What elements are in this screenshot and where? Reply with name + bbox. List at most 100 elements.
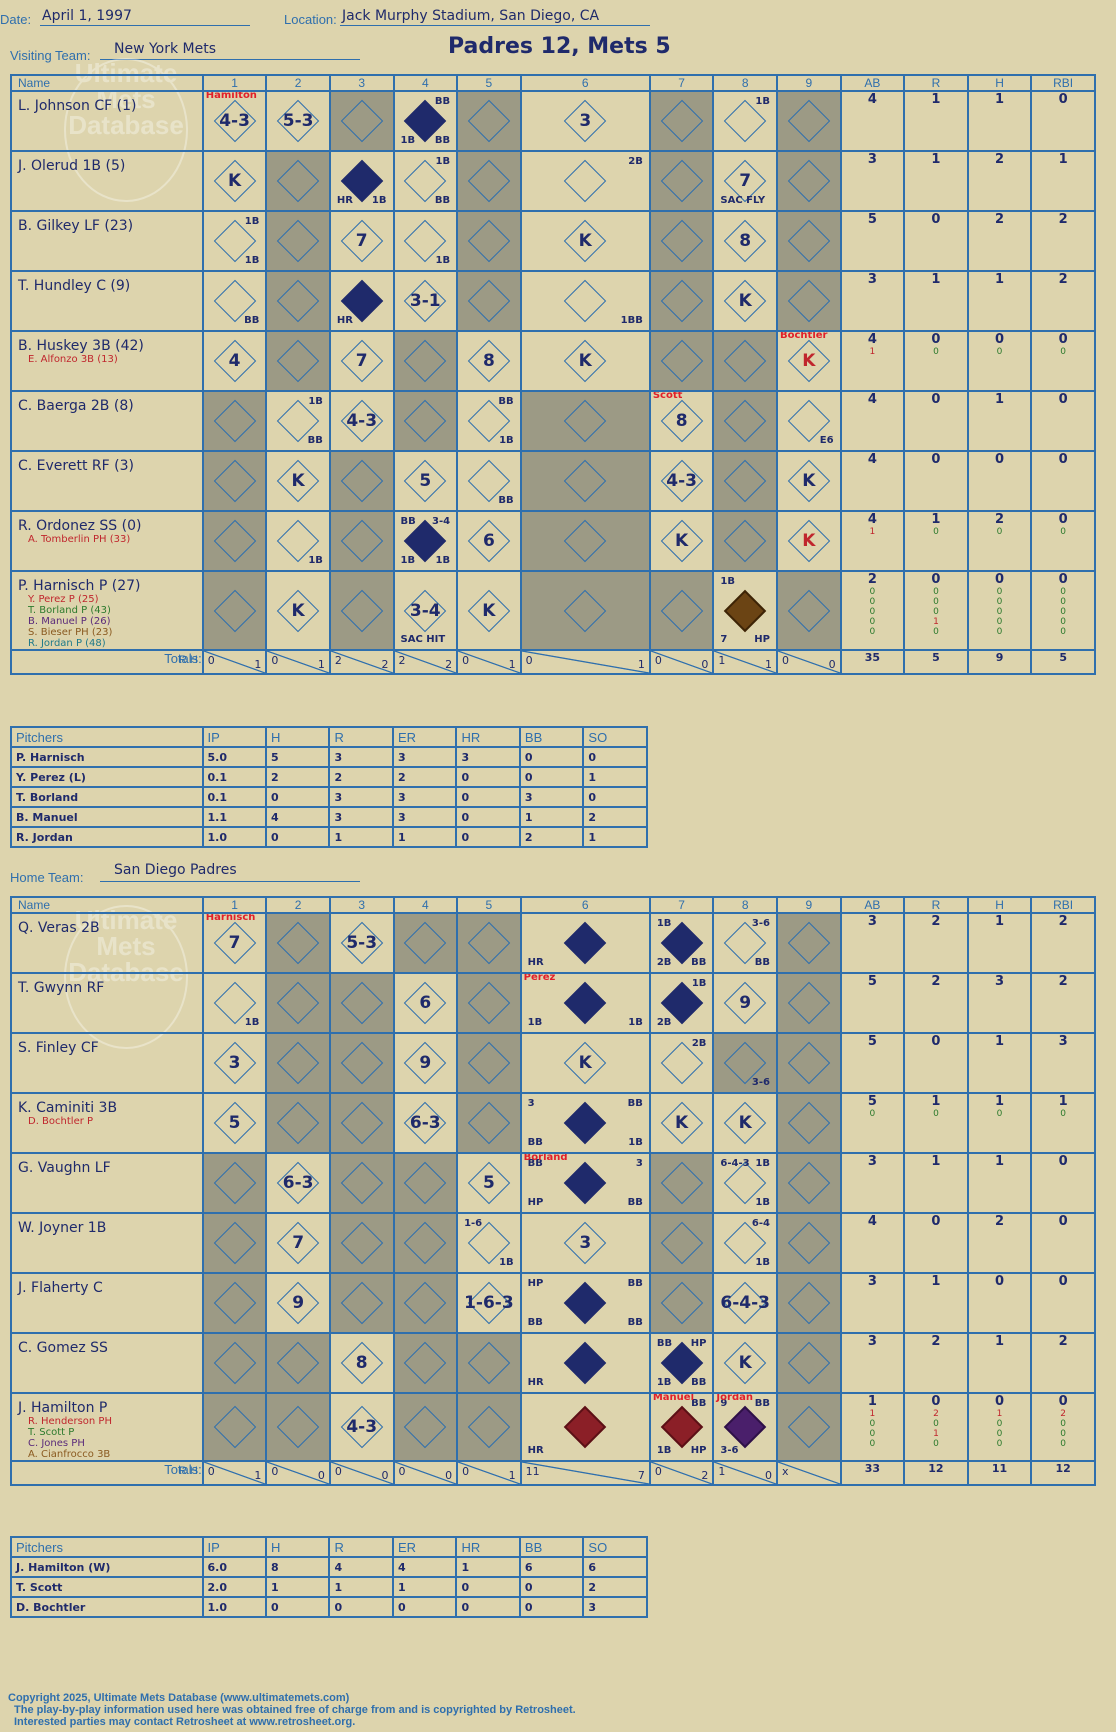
batter-name-text: L. Johnson CF (1)	[18, 98, 137, 114]
retrosheet-line: The play-by-play information used here w…	[14, 1704, 576, 1716]
play-result: 8	[482, 351, 495, 371]
inning-cell	[456, 1092, 522, 1154]
base-diamond	[213, 589, 256, 632]
batter-name: T. Gwynn RF	[10, 972, 204, 1034]
total-divider	[778, 652, 839, 672]
play-note: 1B	[720, 576, 736, 587]
batter-row: J. Olerud 1B (5) K HR 1B 1B BB 2B SAC FLY 7 3 1 2 1	[10, 150, 1096, 212]
pitcher-name: B. Manuel	[10, 806, 204, 828]
base-diamond	[723, 1405, 767, 1449]
pitcher-stat: 3	[391, 746, 458, 768]
stat-value: 1	[1058, 152, 1068, 167]
play-note: BB	[434, 96, 451, 107]
play-note: 1-6	[464, 1218, 483, 1229]
pitcher-stat: 4	[328, 1556, 394, 1578]
inning-cell	[201, 570, 268, 651]
total-divider	[268, 652, 328, 672]
base-diamond	[467, 159, 511, 203]
substitute-stat: 0	[869, 597, 876, 607]
inning-cell: 9	[712, 972, 778, 1034]
pitcher-stat: 4	[264, 806, 331, 828]
batter-name: C. Everett RF (3)	[10, 450, 204, 512]
substitute-stat: 0	[1060, 1419, 1067, 1429]
play-note: HR	[336, 315, 353, 326]
substitute-stat: 1	[933, 617, 939, 627]
base-diamond	[723, 459, 767, 503]
batter-stat: 1	[903, 1272, 969, 1334]
base-diamond	[276, 159, 320, 203]
play-result: 3-4	[409, 600, 441, 621]
play-result: K	[578, 351, 592, 371]
inning-runs: 0	[271, 1465, 279, 1478]
stat-value: 5	[867, 212, 877, 227]
inning-cell	[328, 510, 395, 572]
play-note: BB	[244, 315, 260, 326]
team-total-stat: 9	[966, 649, 1033, 675]
batter-stat: 0	[1030, 390, 1096, 452]
stat-value: 4	[867, 1214, 877, 1229]
batter-stat: 0	[966, 450, 1033, 512]
pitcher-col-header: HR	[455, 1536, 521, 1558]
base-diamond	[660, 1161, 703, 1205]
inning-cell: 8	[712, 210, 778, 272]
substitute-stat: 0	[1060, 1439, 1067, 1449]
play-note: BB	[527, 1158, 543, 1169]
base-diamond	[213, 459, 256, 503]
inning-hits: 2	[701, 1469, 709, 1482]
stat-value: 1	[931, 272, 941, 287]
inning-cell	[776, 570, 842, 651]
batter-stat: 0	[903, 1032, 969, 1094]
batter-name-text: J. Olerud 1B (5)	[18, 158, 126, 174]
batter-name-text: J. Hamilton P	[18, 1400, 108, 1416]
inning-cell	[265, 330, 331, 392]
batter-name: K. Caminiti 3B D. Bochtler P	[10, 1092, 204, 1154]
inning-cell: 1B 7 HP	[712, 570, 778, 651]
pitcher-name: P. Harnisch	[10, 746, 204, 768]
pitcher-stat: 0	[582, 786, 648, 808]
substitute-stat: 0	[869, 1419, 876, 1429]
inning-cell	[392, 390, 459, 452]
total-divider	[715, 652, 776, 672]
play-note: BB	[400, 516, 416, 527]
total-divider	[395, 1463, 456, 1483]
play-result: 7	[355, 231, 368, 251]
total-divider	[522, 1463, 648, 1483]
play-result: 9	[739, 993, 752, 1013]
stat-value: 1	[1058, 1094, 1068, 1109]
pitcher-col-header: R	[328, 1536, 394, 1558]
inning-cell	[201, 1332, 268, 1394]
inning-cell: 1B 2B	[648, 972, 715, 1034]
stat-value: 2	[1058, 1334, 1068, 1349]
play-note: 1B	[371, 195, 387, 206]
batter-stat: 2	[903, 972, 969, 1034]
team-total-stat: 11	[966, 1460, 1033, 1486]
base-diamond	[340, 519, 383, 563]
batter-stat: 0	[903, 210, 969, 272]
play-note: 1B	[527, 1017, 543, 1028]
inning-cell: 7	[328, 210, 395, 272]
stat-value: 0	[1058, 1274, 1068, 1289]
substitute-stat: 0	[869, 617, 876, 627]
team-total-stat: 35	[839, 649, 906, 675]
batter-name: B. Gilkey LF (23)	[10, 210, 204, 272]
inning-cell	[648, 330, 715, 392]
pitcher-stat: 0	[518, 766, 585, 788]
batter-stat: 2	[1030, 912, 1096, 974]
batter-name-text: S. Finley CF	[18, 1040, 99, 1056]
inning-cell: 1B 1B	[201, 210, 268, 272]
inning-cell	[392, 1272, 459, 1334]
inning-cell: BB	[201, 270, 268, 332]
inning-runs: 0	[334, 1465, 342, 1478]
stat-value: 5	[867, 974, 877, 989]
play-note: BB	[627, 1197, 643, 1208]
col-header-2: 2	[265, 74, 331, 92]
base-diamond	[213, 1341, 256, 1385]
pitcher-change-note: Jordan	[716, 1393, 753, 1403]
totals-text: Totals:	[164, 1462, 202, 1477]
stat-value: 2	[995, 152, 1005, 167]
pitcher-stat: 1	[582, 826, 648, 848]
pitcher-stat: 1	[582, 766, 648, 788]
substitute-stat: 1	[869, 1409, 876, 1419]
inning-cell	[392, 330, 459, 392]
